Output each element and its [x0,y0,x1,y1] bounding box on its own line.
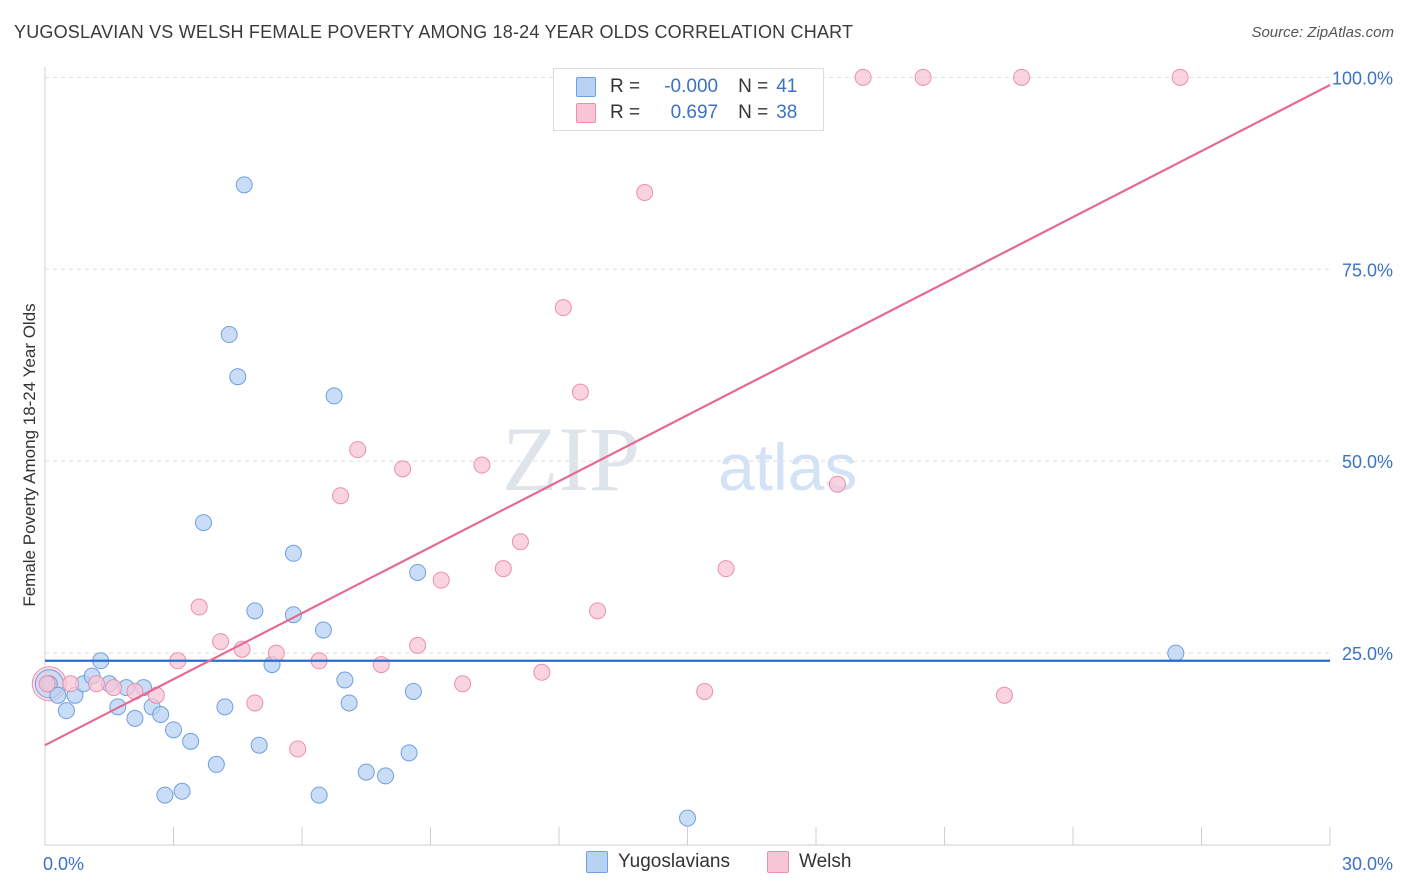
yugoslavian-point [340,694,358,712]
yugoslavian-point [207,755,225,773]
welsh-point [372,656,390,674]
welsh-point [267,644,285,662]
yugoslavian-point [173,782,191,800]
y-tick-label: 100.0% [1332,68,1393,88]
yugoslavian-point [156,786,174,804]
legend-label: Welsh [799,851,852,872]
welsh-point [62,675,80,693]
welsh-point [696,682,714,700]
r-label: R = [610,102,641,123]
welsh-point [995,686,1013,704]
x-tick-label: 30.0% [1342,854,1393,874]
series-legend: Yugoslavians Welsh [0,851,1406,879]
tick-labels: 25.0% 50.0% 75.0% 100.0% 0.0% 30.0% [43,68,1393,874]
yugoslavian-point [325,387,343,405]
yugoslavian-point [336,671,354,689]
welsh-point [1171,68,1189,86]
n-value: 41 [776,76,798,97]
trend-lines [44,84,1331,747]
grid [45,76,1330,654]
welsh-point [454,675,472,693]
n-value: 38 [776,102,798,123]
welsh-point [105,679,123,697]
yugoslavian-point [126,709,144,727]
yugoslavian-point [165,721,182,739]
yugoslavian-point [49,686,67,704]
welsh-point [636,184,654,201]
yugoslavian-point [216,698,234,716]
legend-row-yugoslavians: R = -0.000 N = 41 [576,74,797,100]
welsh-point [409,636,427,654]
yugoslavian-point [220,326,238,344]
welsh-point [246,694,264,712]
legend-item-yugoslavians: Yugoslavians [586,851,730,873]
legend-label: Yugoslavians [618,851,730,872]
legend-item-welsh: Welsh [767,851,851,873]
welsh-point [533,663,551,681]
welsh-point [473,456,491,474]
yugoslavian-point [400,744,418,762]
yugoslavians-legend-swatch [586,851,608,873]
yugoslavian-point [284,544,302,562]
yugoslavian-point [250,736,268,754]
welsh-point [289,740,307,758]
yugoslavian-point [182,732,200,750]
yugoslavian-point [229,368,247,386]
yugoslavian-point [404,682,422,700]
y-tick-label: 75.0% [1342,260,1393,280]
welsh-point [212,633,230,651]
welsh-point [1013,68,1031,86]
yugoslavian-point [409,563,427,581]
yugoslavian-point [194,514,212,532]
yugoslavian-point [1167,644,1185,662]
welsh-point [87,675,105,693]
welsh-point [854,68,872,86]
welsh-point [914,68,932,86]
y-tick-label: 25.0% [1342,644,1393,664]
welsh-point [394,460,412,478]
axes [44,67,1331,846]
n-label: N = [738,76,769,97]
welsh-point [432,571,450,589]
watermark-zip: ZIP [502,408,640,510]
welsh-point [494,560,512,578]
welsh-point [332,487,350,505]
welsh-point [828,475,846,493]
r-value: 0.697 [670,102,719,123]
yugoslavian-point [235,176,253,194]
correlation-legend: R = -0.000 N = 41 R = 0.697 N = 38 [553,68,824,131]
welsh-legend-swatch [767,851,789,873]
yugoslavian-point [246,602,264,620]
welsh-point [190,598,208,616]
watermark-atlas: atlas [718,430,857,504]
data-points [31,68,1189,827]
yugoslavian-point [57,702,75,720]
welsh-point [589,602,607,620]
yugoslavian-point [314,621,332,639]
chart-title: YUGOSLAVIAN VS WELSH FEMALE POVERTY AMON… [14,22,854,42]
yugoslavian-point [679,809,696,827]
r-value: -0.000 [664,76,719,97]
n-label: N = [738,102,769,123]
welsh-point [511,533,529,551]
yugoslavian-point [310,786,328,804]
yugoslavian-point [152,706,170,723]
y-tick-label: 50.0% [1342,452,1393,472]
yugoslavian-point [357,763,375,781]
yugoslavian-point [377,767,395,785]
welsh-point [38,675,56,693]
welsh-point [571,383,589,401]
welsh-swatch [576,103,596,123]
yugoslavians-swatch [576,77,596,97]
watermark: ZIP atlas [502,408,857,510]
x-tick-label: 0.0% [43,854,84,874]
welsh-point [554,299,572,317]
welsh-point [349,441,367,459]
legend-row-welsh: R = 0.697 N = 38 [576,100,797,126]
source-label: Source: ZipAtlas.com [1251,24,1394,41]
r-label: R = [610,76,641,97]
welsh-point [717,560,735,578]
welsh-trend-line [44,84,1331,747]
